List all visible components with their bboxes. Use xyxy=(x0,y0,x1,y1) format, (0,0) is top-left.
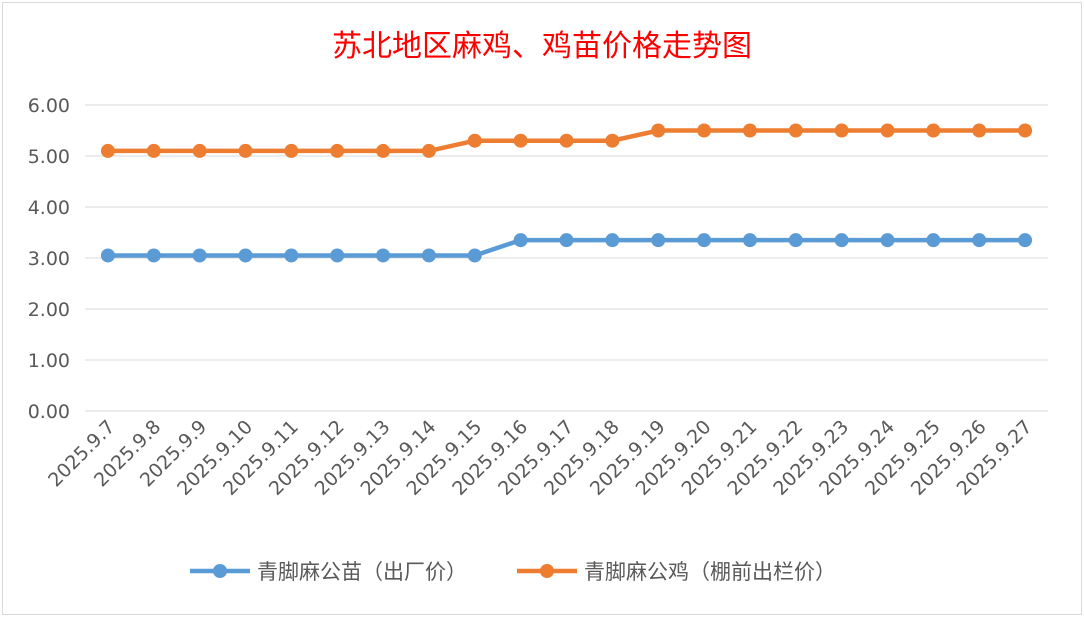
y-tick-label: 4.00 xyxy=(28,197,70,219)
data-point xyxy=(834,233,849,248)
legend-item: 青脚麻公鸡（棚前出栏价） xyxy=(517,560,836,584)
data-point xyxy=(788,123,803,138)
legend-marker xyxy=(213,564,227,578)
y-tick-label: 2.00 xyxy=(28,299,70,321)
legend-marker xyxy=(540,564,554,578)
data-point xyxy=(1018,233,1033,248)
data-point xyxy=(376,143,391,158)
chart-title: 苏北地区麻鸡、鸡苗价格走势图 xyxy=(332,29,752,64)
legend-item: 青脚麻公苗（出厂价） xyxy=(190,560,467,584)
data-point xyxy=(651,123,666,138)
data-point xyxy=(605,133,620,148)
data-point xyxy=(146,143,161,158)
data-point xyxy=(467,133,482,148)
data-point xyxy=(376,248,391,263)
data-point xyxy=(559,133,574,148)
data-point xyxy=(513,133,528,148)
data-point xyxy=(742,233,757,248)
data-point xyxy=(742,123,757,138)
data-point xyxy=(192,248,207,263)
y-tick-label: 0.00 xyxy=(28,401,70,423)
y-tick-label: 1.00 xyxy=(28,350,70,372)
data-point xyxy=(192,143,207,158)
data-point xyxy=(880,123,895,138)
data-point xyxy=(697,233,712,248)
data-point xyxy=(926,123,941,138)
data-point xyxy=(559,233,574,248)
data-point xyxy=(330,248,345,263)
data-point xyxy=(880,233,895,248)
data-point xyxy=(926,233,941,248)
y-tick-label: 6.00 xyxy=(28,95,70,117)
data-point xyxy=(284,143,299,158)
data-point xyxy=(513,233,528,248)
data-point xyxy=(467,248,482,263)
data-point xyxy=(100,143,115,158)
data-point xyxy=(330,143,345,158)
data-point xyxy=(972,233,987,248)
legend-label: 青脚麻公鸡（棚前出栏价） xyxy=(584,560,836,584)
data-point xyxy=(238,248,253,263)
y-tick-label: 5.00 xyxy=(28,146,70,168)
data-point xyxy=(834,123,849,138)
data-point xyxy=(1018,123,1033,138)
data-point xyxy=(421,248,436,263)
data-point xyxy=(788,233,803,248)
y-tick-label: 3.00 xyxy=(28,248,70,270)
data-point xyxy=(421,143,436,158)
data-point xyxy=(651,233,666,248)
data-point xyxy=(238,143,253,158)
data-point xyxy=(146,248,161,263)
data-point xyxy=(284,248,299,263)
data-point xyxy=(605,233,620,248)
data-point xyxy=(697,123,712,138)
legend-label: 青脚麻公苗（出厂价） xyxy=(257,560,467,584)
data-point xyxy=(972,123,987,138)
data-point xyxy=(100,248,115,263)
